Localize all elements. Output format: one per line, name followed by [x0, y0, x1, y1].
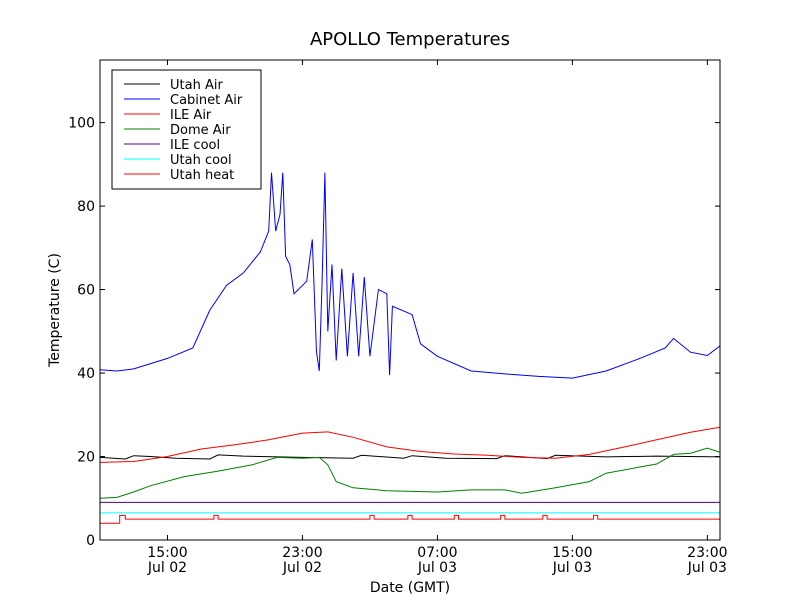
x-tick-label-date: Jul 02	[147, 560, 187, 576]
legend-label: Dome Air	[170, 123, 231, 138]
y-tick-label: 20	[77, 450, 95, 466]
legend-label: Utah cool	[170, 153, 232, 168]
plot-frame	[99, 59, 721, 541]
legend-label: ILE cool	[170, 138, 220, 153]
series-line-utah-air	[100, 454, 720, 460]
x-tick-label-date: Jul 03	[417, 560, 457, 576]
legend-label: Utah Air	[170, 78, 223, 93]
x-tick-label-time: 23:00	[282, 545, 322, 561]
legend-label: ILE Air	[170, 108, 212, 123]
x-tick-label-time: 07:00	[417, 545, 457, 561]
x-tick-label-time: 15:00	[147, 545, 187, 561]
legend-label: Cabinet Air	[170, 93, 243, 108]
series-line-ile-air	[100, 426, 720, 463]
x-tick-label-date: Jul 02	[282, 560, 322, 576]
series-layer	[100, 172, 720, 524]
x-axis-label: Date (GMT)	[370, 580, 450, 596]
y-tick-label: 60	[77, 283, 95, 299]
y-tick-label: 0	[86, 533, 95, 549]
x-tick-label-date: Jul 03	[552, 560, 592, 576]
y-tick-label: 100	[68, 116, 95, 132]
x-tick-label-time: 15:00	[552, 545, 592, 561]
x-tick-label-time: 23:00	[687, 545, 727, 561]
y-axis-label: Temperature (C)	[47, 253, 63, 368]
y-tick-label: 40	[77, 366, 95, 382]
y-tick-label: 80	[77, 199, 95, 215]
x-tick-label-date: Jul 03	[687, 560, 727, 576]
series-line-utah-heat	[100, 514, 720, 524]
series-line-cabinet-air	[100, 172, 720, 379]
series-line-dome-air	[100, 447, 720, 499]
legend-label: Utah heat	[170, 168, 234, 183]
chart-title: APOLLO Temperatures	[310, 29, 510, 50]
